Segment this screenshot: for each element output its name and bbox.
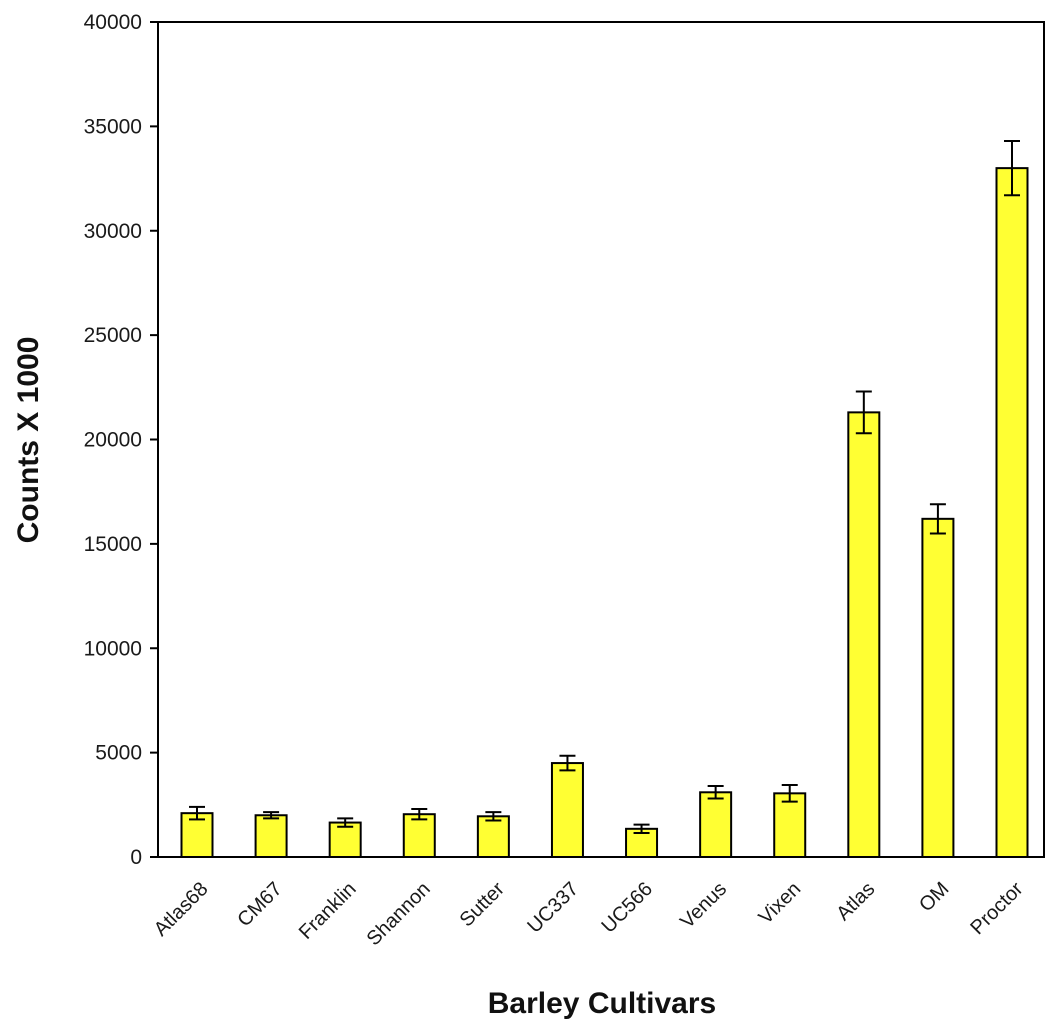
y-tick-label: 25000 [84,324,142,347]
error-bar-atlas [855,390,872,435]
y-tick-label: 10000 [84,637,142,660]
bars [180,167,1029,859]
y-tick-label: 30000 [84,220,142,243]
x-axis-title: Barley Cultivars [488,987,716,1020]
error-bar-uc566 [633,823,650,834]
error-bar-uc337 [559,754,576,772]
error-bar-shannon [411,807,428,821]
y-tick-label: 20000 [84,429,142,452]
error-bar-atlas68 [189,805,205,821]
category-label: Atlas68 [150,878,213,941]
plot-frame [157,21,1045,858]
bar-atlas [847,411,881,858]
category-label: Sutter [456,878,510,932]
error-bar-proctor [1004,139,1020,197]
y-axis: 0 5000 10000 15000 20000 25000 30000 35000 40000 [84,11,158,869]
category-label: UC566 [597,878,657,938]
y-tick-label: 40000 [84,11,142,34]
error-bar-vixen [781,783,798,803]
error-bar-sutter [485,811,502,822]
error-bar-cm67 [263,811,280,820]
y-tick-label: 35000 [84,115,142,138]
error-bar-om [929,503,946,535]
category-label: Proctor [966,878,1027,939]
y-tick-label: 5000 [95,742,142,765]
bar-franklin [328,821,362,859]
category-label: Shannon [363,878,435,950]
bar-sutter [476,815,510,859]
x-axis-labels: Atlas68 CM67 Franklin Shannon Sutter UC337 UC5… [150,878,1028,950]
category-label: CM67 [233,878,286,931]
error-bar-franklin [337,817,354,828]
category-label: UC337 [523,878,583,938]
bar-vixen [773,792,807,858]
bar-shannon [402,813,436,858]
bar-venus [699,791,733,858]
bar-uc337 [550,762,584,858]
y-axis-title: Counts X 1000 [12,337,45,544]
y-tick-label: 15000 [84,533,142,556]
category-label: Vixen [755,878,806,929]
category-label: Venus [676,878,731,933]
category-label: Franklin [295,878,361,944]
error-bars [189,139,1020,834]
bar-om [921,517,955,858]
y-tick-label: 0 [130,846,142,869]
error-bar-venus [707,785,724,800]
bar-cm67 [254,814,288,858]
category-label: Atlas [832,878,879,925]
bar-proctor [995,167,1029,858]
category-label: OM [915,878,953,916]
